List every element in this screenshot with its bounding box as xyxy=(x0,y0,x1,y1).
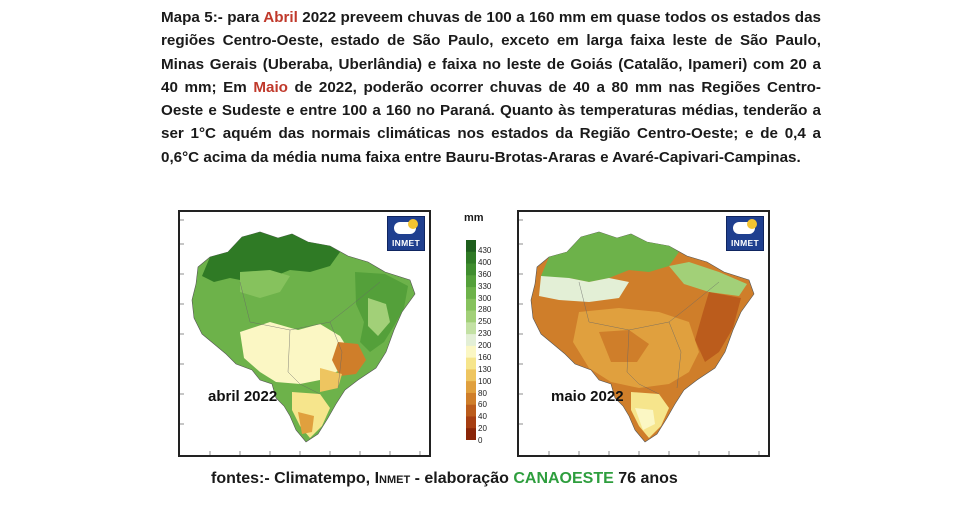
map-label-april: abril 2022 xyxy=(208,388,278,405)
may-precip-map xyxy=(519,219,760,455)
scale-cell xyxy=(466,298,476,312)
month-may: Maio xyxy=(253,78,288,96)
sun-icon xyxy=(408,219,418,229)
scale-tick: 300 xyxy=(478,293,492,303)
footer-suffix: 76 anos xyxy=(613,470,678,487)
scale-tick: 430 xyxy=(478,246,492,255)
scale-tick: 250 xyxy=(478,317,492,327)
sun-icon xyxy=(747,219,757,229)
scale-tick: 160 xyxy=(478,352,492,362)
scale-tick: 60 xyxy=(478,400,487,410)
scale-cell xyxy=(466,287,476,300)
map-may: INMET xyxy=(517,210,770,457)
scale-cell xyxy=(466,263,476,276)
scale-tick: 280 xyxy=(478,305,492,315)
scale-cell xyxy=(466,322,476,335)
scale-cell xyxy=(466,275,476,288)
inmet-logo-may: INMET xyxy=(726,216,764,251)
scale-cell xyxy=(466,357,476,370)
description-paragraph: Mapa 5:- para Abril 2022 preveem chuvas … xyxy=(161,6,821,169)
scale-tick: 80 xyxy=(478,388,487,398)
footer-inmet: Inmet xyxy=(374,470,411,487)
footer-prefix: fontes:- Climatempo, xyxy=(211,470,375,487)
scale-cell xyxy=(466,369,476,382)
scale-tick: 130 xyxy=(478,364,492,374)
scale-tick: 230 xyxy=(478,329,492,339)
scale-cell xyxy=(466,334,476,347)
scale-tick: 20 xyxy=(478,424,487,434)
scale-tick: 100 xyxy=(478,376,492,386)
april-precip-map xyxy=(180,219,421,455)
scale-cell xyxy=(466,392,476,406)
map-april: INMET xyxy=(178,210,431,457)
inmet-logo-text: INMET xyxy=(392,238,420,248)
scale-cell xyxy=(466,310,476,323)
scale-cell xyxy=(466,428,476,440)
scale-cell xyxy=(466,251,476,265)
map-caption-lead: Mapa 5:- xyxy=(161,9,223,26)
footer-sources: fontes:- Climatempo, Inmet - elaboração … xyxy=(211,470,678,488)
scale-cell xyxy=(466,381,476,394)
scale-cell xyxy=(466,416,476,429)
scale-cell xyxy=(466,240,476,253)
precip-color-scale xyxy=(466,240,476,440)
scale-unit: mm xyxy=(464,212,484,224)
footer-brand: CANAOESTE xyxy=(513,470,614,487)
month-april: Abril xyxy=(263,9,298,26)
scale-tick: 200 xyxy=(478,341,492,350)
scale-cell xyxy=(466,345,476,359)
scale-tick: 360 xyxy=(478,269,492,279)
inmet-logo-text: INMET xyxy=(731,238,759,248)
paragraph-text-3: de 2022, poderão ocorrer chuvas de 40 a … xyxy=(161,78,821,166)
map-label-may: maio 2022 xyxy=(551,388,624,405)
scale-cell xyxy=(466,404,476,417)
scale-tick: 330 xyxy=(478,281,492,291)
scale-tick: 400 xyxy=(478,257,492,267)
scale-tick: 40 xyxy=(478,412,487,422)
paragraph-text-1: para xyxy=(222,9,264,26)
scale-tick: 0 xyxy=(478,436,483,445)
footer-middle: - elaboração xyxy=(410,470,514,487)
inmet-logo-april: INMET xyxy=(387,216,425,251)
paragraph-text-2: 2022 preveem chuvas de 100 a 160 mm em q… xyxy=(161,9,821,96)
